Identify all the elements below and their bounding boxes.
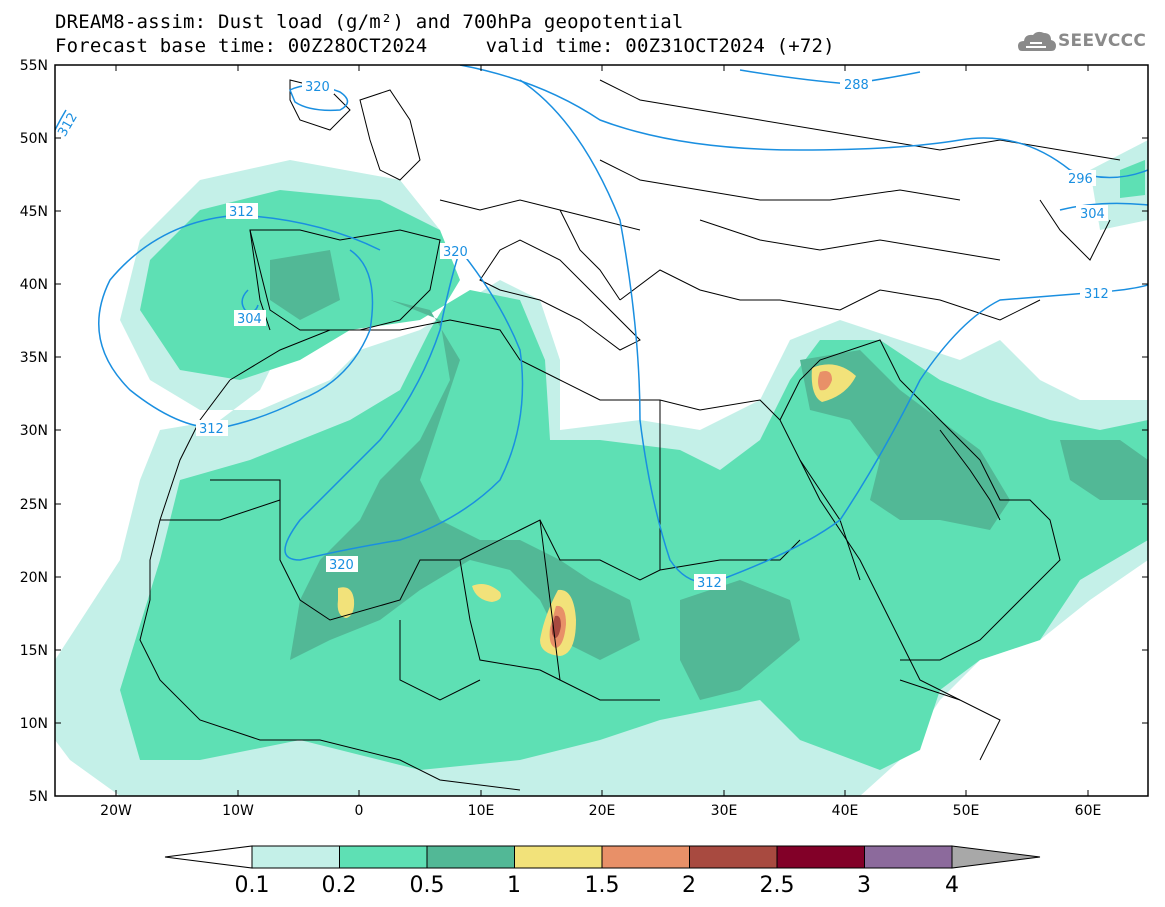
longitude-axis: 20W 10W 0 10E 20E 30E 40E 50E 60E: [100, 65, 1101, 819]
contour-label: 320: [305, 80, 330, 95]
geopotential-contours: [55, 65, 1148, 584]
map-title: DREAM8-assim: Dust load (g/m²) and 700hP…: [55, 11, 684, 33]
colorbar-over-arrow: [951, 845, 1041, 869]
colorbar-swatch: [426, 845, 515, 869]
colorbar-label: 3: [857, 873, 871, 898]
colorbar-under-arrow: [164, 845, 253, 869]
lon-label: 50E: [953, 803, 980, 819]
lon-label: 60E: [1075, 803, 1102, 819]
lat-label: 30N: [20, 423, 48, 439]
dust-level-1: [472, 584, 501, 602]
lon-label: 20W: [100, 803, 132, 819]
contour-label: 312: [697, 576, 722, 591]
lat-label: 15N: [20, 643, 48, 659]
lat-label: 10N: [20, 716, 48, 732]
contour-label: 320: [443, 245, 468, 260]
dust-field: [55, 65, 1148, 796]
colorbar-swatch: [251, 845, 340, 869]
lon-label: 20E: [589, 803, 616, 819]
dust-level-0.5: [800, 350, 1010, 530]
colorbar-swatch: [514, 845, 603, 869]
colorbar-swatch: [601, 845, 690, 869]
dust-level-0.2: [1120, 160, 1145, 198]
cloud-icon: [1018, 31, 1056, 51]
colorbar-label: 1.5: [585, 873, 620, 898]
latitude-axis: 55N 50N 45N 40N 35N 30N 25N 20N 15N 10N …: [20, 58, 1148, 805]
lon-label: 30E: [711, 803, 738, 819]
lat-label: 20N: [20, 570, 48, 586]
colorbar: 0.1 0.2 0.5 1 1.5 2 2.5 3 4: [164, 845, 1041, 898]
contour-label: 288: [844, 78, 869, 93]
forecast-times: Forecast base time: 00Z28OCT2024 valid t…: [55, 35, 835, 57]
contour-label: 312: [199, 422, 224, 437]
lat-label: 25N: [20, 497, 48, 513]
contour-label: 320: [329, 558, 354, 573]
dust-level-0.5: [1060, 440, 1148, 500]
colorbar-label: 2: [682, 873, 696, 898]
contour-label: 304: [1080, 207, 1105, 222]
lat-label: 45N: [20, 204, 48, 220]
colorbar-swatches: [251, 845, 953, 869]
colorbar-swatch: [864, 845, 953, 869]
dust-level-0.5: [270, 250, 340, 320]
dust-level-0.5: [680, 580, 800, 700]
colorbar-label: 1: [507, 873, 521, 898]
lat-label: 5N: [29, 789, 48, 805]
contour-label: 312: [1084, 287, 1109, 302]
lon-label: 10E: [468, 803, 495, 819]
dust-level-0.2: [120, 190, 1148, 770]
dust-level-0.5: [290, 300, 640, 660]
contour-label: 296: [1068, 172, 1093, 187]
colorbar-label: 0.2: [322, 873, 357, 898]
dust-level-1.5: [818, 371, 832, 391]
colorbar-label: 2.5: [760, 873, 795, 898]
lat-label: 40N: [20, 277, 48, 293]
contour-label: 312: [229, 205, 254, 220]
dust-level-1: [337, 587, 355, 618]
colorbar-label: 4: [945, 873, 959, 898]
lon-label: 40E: [832, 803, 859, 819]
colorbar-swatch: [339, 845, 428, 869]
lat-label: 55N: [20, 58, 48, 74]
colorbar-swatch: [689, 845, 778, 869]
contour-label: 304: [237, 312, 262, 327]
lat-label: 50N: [20, 131, 48, 147]
seevccc-logo: SEEVCCC: [1058, 31, 1147, 51]
colorbar-label: 0.1: [235, 873, 270, 898]
colorbar-label: 0.5: [410, 873, 445, 898]
coastlines: [139, 79, 1121, 791]
colorbar-swatch: [776, 845, 865, 869]
lon-label: 0: [355, 803, 364, 819]
lon-label: 10W: [222, 803, 254, 819]
lat-label: 35N: [20, 350, 48, 366]
